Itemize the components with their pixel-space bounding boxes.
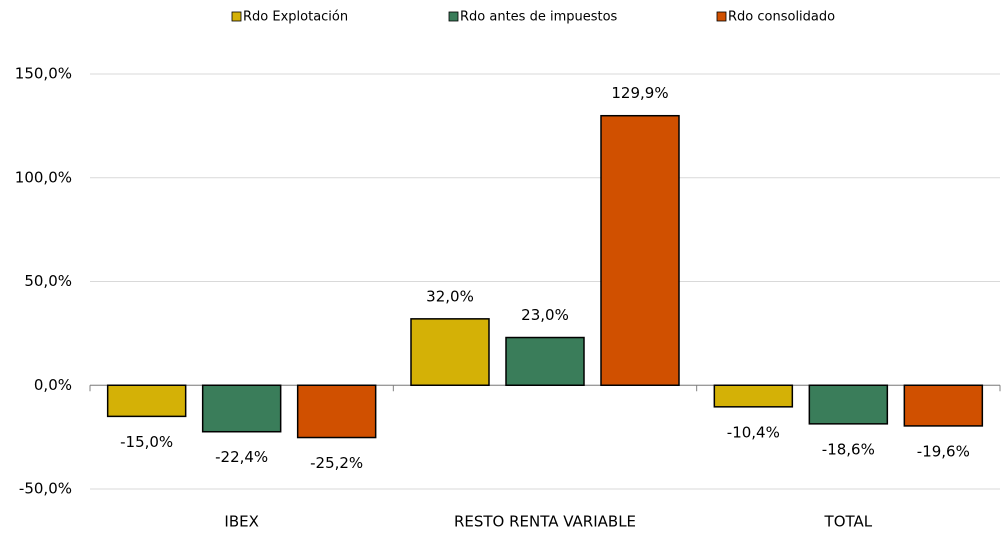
data-label: 23,0%: [521, 306, 569, 324]
bar: [600, 114, 680, 387]
bar: [201, 384, 282, 433]
bar: [296, 384, 377, 439]
legend-label: Rdo antes de impuestos: [460, 10, 618, 25]
x-tick-label: IBEX: [224, 513, 258, 531]
y-tick-label: 150,0%: [15, 65, 72, 83]
data-label: -10,4%: [727, 423, 780, 441]
x-tick-label: TOTAL: [824, 513, 873, 531]
legend-swatch: [448, 11, 459, 22]
y-tick-label: 50,0%: [24, 272, 72, 290]
data-label: -15,0%: [120, 433, 173, 451]
bar: [106, 384, 187, 418]
bar: [713, 384, 794, 408]
y-tick-label: 100,0%: [15, 168, 72, 186]
bar: [505, 336, 585, 386]
legend-label: Rdo consolidado: [728, 10, 835, 25]
legend-swatch: [231, 11, 242, 22]
bar: [903, 384, 984, 427]
data-label: 129,9%: [611, 84, 668, 102]
data-label: 32,0%: [426, 287, 474, 305]
data-label: -19,6%: [917, 442, 970, 460]
legend-swatch: [716, 11, 727, 22]
data-label: -25,2%: [310, 454, 363, 472]
bar: [410, 318, 490, 387]
y-tick-label: 0,0%: [34, 376, 72, 394]
data-label: -22,4%: [215, 448, 268, 466]
data-label: -18,6%: [822, 440, 875, 458]
legend-label: Rdo Explotación: [243, 10, 348, 25]
y-tick-label: -50,0%: [19, 480, 72, 498]
bar: [808, 384, 889, 425]
x-tick-label: RESTO RENTA VARIABLE: [454, 513, 636, 531]
